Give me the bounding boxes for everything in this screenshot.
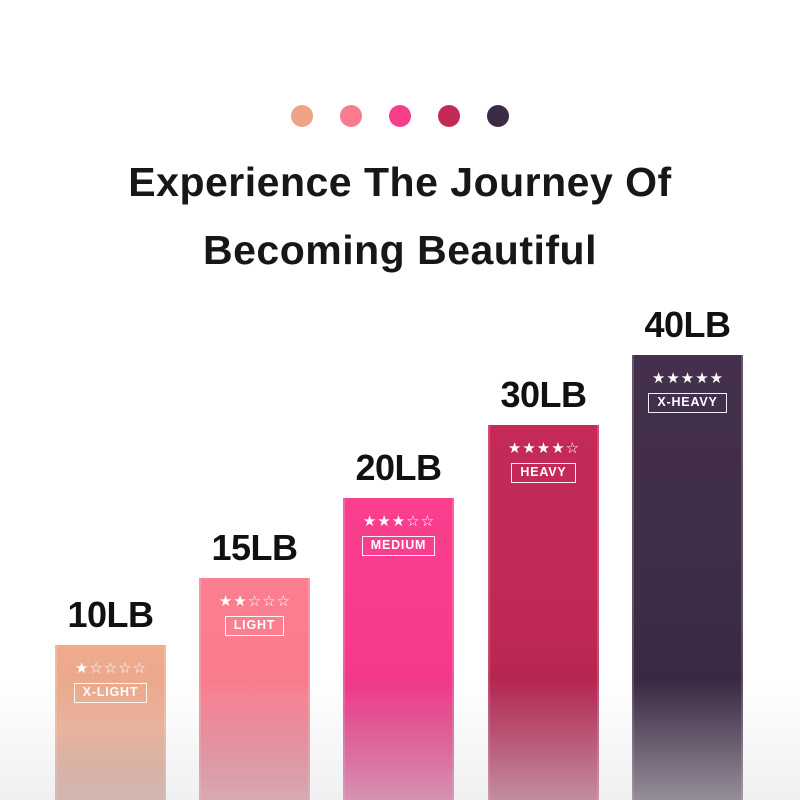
bar-x-heavy-left-edge	[632, 355, 634, 800]
page-title: Experience The Journey Of Becoming Beaut…	[0, 148, 800, 284]
bar-light-value-label: 15LB	[211, 527, 298, 568]
star-empty-icon: ☆	[132, 660, 147, 677]
bar-heavy-value-label: 30LB	[500, 374, 587, 415]
star-filled-icon: ★	[233, 593, 247, 610]
star-empty-icon: ☆	[247, 593, 262, 610]
bar-heavy-star-rating: ★ ★ ★ ★ ☆	[508, 441, 579, 456]
star-filled-icon: ★	[377, 513, 391, 530]
star-empty-icon: ☆	[262, 593, 276, 610]
star-empty-icon: ☆	[565, 440, 580, 457]
bar-medium-star-rating: ★ ★ ★ ☆ ☆	[363, 514, 434, 529]
star-empty-icon: ☆	[276, 593, 291, 610]
bar-x-heavy-star-rating: ★ ★ ★ ★ ★	[652, 371, 723, 386]
star-filled-icon: ★	[507, 440, 522, 457]
bar-x-light[interactable]: 10LB ★ ☆ ☆ ☆ ☆ X-LIGHT	[55, 594, 166, 800]
bar-heavy-meta: ★ ★ ★ ★ ☆ HEAVY	[488, 441, 599, 483]
star-empty-icon: ☆	[89, 660, 103, 677]
page-title-line-2: Becoming Beautiful	[203, 227, 597, 273]
bar-medium[interactable]: 20LB ★ ★ ★ ☆ ☆ MEDIUM	[343, 447, 454, 800]
bar-heavy[interactable]: 30LB ★ ★ ★ ★ ☆ HEAVY	[488, 374, 599, 800]
bar-x-heavy-right-edge	[741, 355, 743, 800]
dot-3-icon	[389, 105, 411, 127]
bar-heavy-badge: HEAVY	[511, 463, 576, 483]
bar-heavy-left-edge	[488, 425, 490, 800]
bar-heavy-column[interactable]: ★ ★ ★ ★ ☆ HEAVY	[488, 425, 599, 800]
dot-5-icon	[487, 105, 509, 127]
bar-medium-right-edge	[452, 498, 454, 800]
bar-light[interactable]: 15LB ★ ★ ☆ ☆ ☆ LIGHT	[199, 527, 310, 800]
color-dot-row	[0, 105, 800, 127]
star-filled-icon: ★	[709, 370, 724, 387]
bar-medium-meta: ★ ★ ★ ☆ ☆ MEDIUM	[343, 514, 454, 556]
star-filled-icon: ★	[651, 370, 666, 387]
star-filled-icon: ★	[680, 370, 695, 387]
star-empty-icon: ☆	[118, 660, 132, 677]
dot-4-icon	[438, 105, 460, 127]
star-filled-icon: ★	[218, 593, 233, 610]
bar-medium-badge: MEDIUM	[361, 536, 436, 556]
bar-light-shadow	[199, 697, 310, 800]
bar-x-heavy[interactable]: 40LB ★ ★ ★ ★ ★ X-HEAVY	[632, 304, 743, 800]
bar-x-heavy-meta: ★ ★ ★ ★ ★ X-HEAVY	[632, 371, 743, 413]
star-filled-icon: ★	[74, 660, 89, 677]
bar-light-column[interactable]: ★ ★ ☆ ☆ ☆ LIGHT	[199, 578, 310, 800]
bar-medium-left-edge	[343, 498, 345, 800]
page-title-line-1: Experience The Journey Of	[128, 159, 672, 205]
bar-x-light-star-rating: ★ ☆ ☆ ☆ ☆	[75, 661, 146, 676]
star-empty-icon: ☆	[103, 660, 118, 677]
bar-x-heavy-column[interactable]: ★ ★ ★ ★ ★ X-HEAVY	[632, 355, 743, 800]
star-filled-icon: ★	[551, 440, 565, 457]
bar-medium-column[interactable]: ★ ★ ★ ☆ ☆ MEDIUM	[343, 498, 454, 800]
star-filled-icon: ★	[522, 440, 536, 457]
bar-heavy-right-edge	[597, 425, 599, 800]
star-filled-icon: ★	[666, 370, 680, 387]
bar-medium-value-label: 20LB	[355, 447, 442, 488]
bar-x-heavy-shadow	[632, 595, 743, 800]
bar-light-badge: LIGHT	[224, 616, 285, 636]
bar-x-heavy-value-label: 40LB	[644, 304, 731, 345]
bar-light-star-rating: ★ ★ ☆ ☆ ☆	[219, 594, 290, 609]
star-filled-icon: ★	[391, 513, 406, 530]
bar-x-light-column[interactable]: ★ ☆ ☆ ☆ ☆ X-LIGHT	[55, 645, 166, 800]
bar-x-light-shadow	[55, 728, 166, 800]
dot-2-icon	[340, 105, 362, 127]
star-filled-icon: ★	[536, 440, 551, 457]
bar-x-heavy-badge: X-HEAVY	[648, 393, 727, 413]
star-filled-icon: ★	[362, 513, 377, 530]
dot-1-icon	[291, 105, 313, 127]
star-filled-icon: ★	[695, 370, 709, 387]
bar-light-meta: ★ ★ ☆ ☆ ☆ LIGHT	[199, 594, 310, 636]
star-empty-icon: ☆	[420, 513, 435, 530]
bar-x-light-badge: X-LIGHT	[73, 683, 148, 703]
bar-medium-shadow	[343, 661, 454, 800]
bar-x-light-meta: ★ ☆ ☆ ☆ ☆ X-LIGHT	[55, 661, 166, 703]
bar-heavy-shadow	[488, 627, 599, 800]
star-empty-icon: ☆	[406, 513, 420, 530]
bar-x-light-value-label: 10LB	[67, 594, 154, 635]
